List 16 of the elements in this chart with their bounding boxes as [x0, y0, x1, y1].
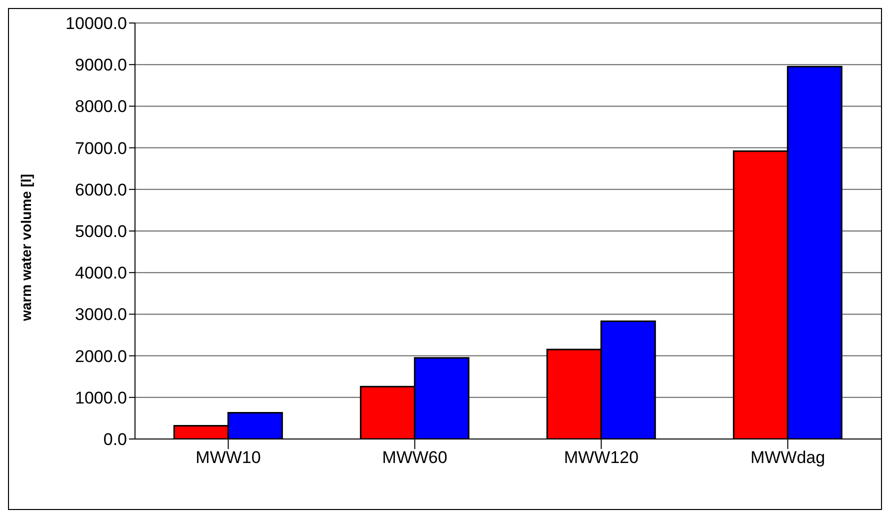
y-tick-label: 5000.0	[75, 222, 127, 242]
x-tick-label: MWW10	[196, 448, 261, 468]
y-tick-label: 1000.0	[75, 388, 127, 408]
x-tick-label: MWW60	[382, 448, 448, 468]
y-tick-label: 7000.0	[75, 138, 127, 158]
y-tick-label: 8000.0	[75, 97, 127, 116]
y-tick-label: 4000.0	[75, 264, 127, 283]
y-tick-label: 0.0	[103, 430, 127, 450]
x-tick-label: MWWdag	[750, 448, 826, 468]
y-axis-title: warm water volume [l]	[18, 174, 34, 322]
y-tick-label: 6000.0	[75, 180, 127, 200]
y-tick-label: 10000.0	[66, 14, 127, 34]
y-tick-label: 3000.0	[75, 305, 127, 324]
y-tick-label: 9000.0	[75, 56, 127, 75]
x-tick-label: MWW120	[564, 448, 639, 468]
y-tick-label: 2000.0	[75, 346, 127, 366]
